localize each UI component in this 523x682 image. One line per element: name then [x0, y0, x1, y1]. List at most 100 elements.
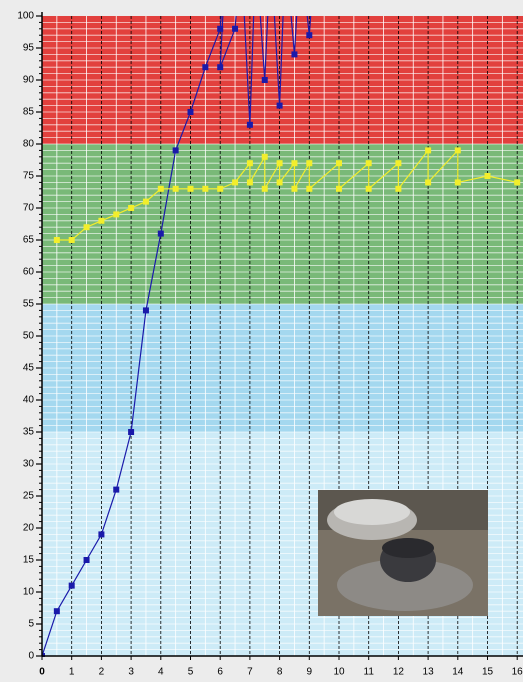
- point: [217, 64, 224, 71]
- y-tick-label: 85: [23, 107, 35, 118]
- x-tick-label: 0: [39, 667, 45, 678]
- point: [246, 160, 253, 167]
- point: [232, 25, 239, 32]
- point: [53, 608, 60, 615]
- y-tick-label: 15: [23, 555, 35, 566]
- point: [261, 77, 268, 83]
- x-tick-label: 8: [277, 667, 283, 678]
- point: [336, 10, 342, 16]
- y-tick-label: 20: [23, 523, 35, 534]
- point: [261, 185, 268, 192]
- y-tick-label: 0: [28, 651, 34, 662]
- x-tick-label: 5: [188, 667, 194, 678]
- y-tick-label: 75: [23, 171, 35, 182]
- point: [128, 205, 135, 211]
- point: [68, 582, 75, 589]
- photo-flange: [337, 559, 473, 611]
- point: [425, 147, 432, 154]
- x-tick-label: 12: [393, 667, 405, 678]
- point: [217, 185, 224, 192]
- point: [306, 32, 313, 39]
- point: [202, 185, 209, 192]
- point: [142, 307, 149, 314]
- photo-cap-top: [334, 499, 410, 525]
- point: [202, 64, 209, 71]
- point: [514, 179, 521, 186]
- point: [172, 147, 179, 154]
- point: [232, 179, 239, 186]
- y-tick-label: 70: [23, 203, 35, 214]
- point: [306, 185, 313, 192]
- point: [246, 121, 253, 128]
- point: [395, 160, 402, 167]
- y-tick-label: 35: [23, 427, 35, 438]
- photo-inset: [318, 490, 488, 616]
- point: [276, 160, 283, 167]
- x-tick-label: 16: [512, 667, 523, 678]
- point: [83, 557, 90, 563]
- y-tick-label: 90: [23, 75, 35, 86]
- point: [68, 237, 75, 243]
- point: [336, 185, 342, 192]
- point: [276, 179, 283, 186]
- point: [157, 230, 164, 237]
- y-tick-label: 5: [28, 619, 34, 630]
- series: [42, 10, 521, 657]
- point: [142, 198, 149, 205]
- point: [113, 211, 120, 218]
- y-tick-label: 30: [23, 459, 35, 470]
- point: [291, 185, 298, 192]
- band: [42, 144, 523, 304]
- point: [83, 224, 90, 231]
- point: [395, 185, 402, 192]
- point: [291, 51, 298, 58]
- point: [291, 160, 298, 167]
- point: [454, 147, 461, 154]
- point: [246, 179, 253, 186]
- x-tick-label: 14: [452, 667, 464, 678]
- y-tick-label: 50: [23, 331, 35, 342]
- point: [187, 185, 194, 192]
- y-tick-label: 65: [23, 235, 35, 246]
- y-tick-label: 40: [23, 395, 35, 406]
- point: [53, 237, 60, 243]
- point: [98, 217, 105, 224]
- point: [113, 486, 120, 493]
- x-tick-label: 2: [99, 667, 105, 678]
- point: [128, 429, 135, 435]
- y-tick-label: 55: [23, 299, 35, 310]
- point: [42, 653, 45, 657]
- point: [306, 160, 313, 167]
- point: [365, 160, 372, 167]
- point: [454, 179, 461, 186]
- y-tick-label: 25: [23, 491, 35, 502]
- point: [365, 185, 372, 192]
- photo-pipe-top: [382, 538, 434, 558]
- y-tick-label: 95: [23, 43, 35, 54]
- axes: 0510152025303540455055606570758085909510…: [17, 11, 523, 678]
- point: [336, 160, 342, 167]
- point: [187, 109, 194, 115]
- y-tick-label: 10: [23, 587, 35, 598]
- y-tick-label: 100: [17, 11, 34, 22]
- point: [276, 102, 283, 109]
- x-tick-label: 7: [247, 667, 253, 678]
- x-tick-label: 6: [217, 667, 223, 678]
- point: [261, 153, 268, 160]
- series-line: [42, 16, 312, 657]
- x-tick-label: 4: [158, 667, 164, 678]
- y-tick-label: 45: [23, 363, 35, 374]
- point: [157, 185, 164, 192]
- x-tick-label: 10: [333, 667, 345, 678]
- x-tick-label: 9: [307, 667, 313, 678]
- point: [172, 185, 179, 192]
- x-tick-label: 15: [482, 667, 494, 678]
- x-tick-label: 3: [128, 667, 134, 678]
- y-tick-label: 80: [23, 139, 35, 150]
- x-tick-label: 13: [423, 667, 435, 678]
- point: [425, 179, 432, 186]
- point: [98, 531, 105, 538]
- x-tick-label: 11: [364, 667, 375, 678]
